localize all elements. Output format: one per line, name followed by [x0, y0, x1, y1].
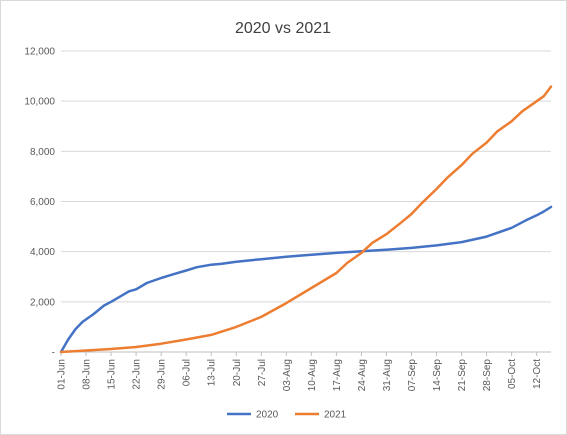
x-tick-label: 07-Sep: [407, 359, 418, 392]
x-tick-label: 17-Aug: [332, 359, 343, 391]
x-axis-ticks: 01-Jun 08-Jun 15-Jun 22-Jun 29-Jun 06-Jul 13-J…: [57, 352, 543, 392]
x-tick-label: 31-Aug: [382, 359, 393, 391]
x-tick-label: 28-Sep: [482, 359, 493, 392]
x-tick-label: 27-Jul: [257, 359, 268, 386]
x-tick-label: 03-Aug: [282, 359, 293, 391]
chart-title: 2020 vs 2021: [235, 20, 331, 37]
y-tick-label: 8,000: [30, 147, 55, 158]
legend: 2020 2021: [227, 410, 347, 421]
x-tick-label: 12-Oct: [532, 359, 543, 389]
series-line-2020: [59, 205, 553, 354]
series-line-2021: [59, 85, 553, 354]
x-tick-label: 08-Jun: [82, 359, 93, 390]
x-tick-label: 29-Jun: [157, 359, 168, 390]
x-tick-label: 14-Sep: [432, 359, 443, 392]
y-tick-label: 2,000: [30, 297, 55, 308]
x-tick-label: 10-Aug: [307, 359, 318, 391]
gridlines: [61, 50, 551, 353]
x-tick-label: 06-Jul: [182, 359, 193, 386]
x-tick-label: 24-Aug: [357, 359, 368, 391]
x-tick-label: 22-Jun: [132, 359, 143, 390]
y-axis-ticks: - 2,000 4,000 6,000 8,000 10,000 12,000: [24, 47, 55, 359]
x-tick-label: 01-Jun: [57, 359, 68, 390]
legend-label-2021: 2021: [324, 410, 347, 421]
y-tick-label: 10,000: [24, 97, 55, 108]
y-tick-label: 12,000: [24, 47, 55, 58]
x-tick-label: 21-Sep: [457, 359, 468, 392]
y-tick-label: 6,000: [30, 197, 55, 208]
y-tick-label: 4,000: [30, 247, 55, 258]
x-tick-label: 05-Oct: [507, 359, 518, 389]
legend-label-2020: 2020: [256, 410, 279, 421]
x-tick-label: 13-Jul: [207, 359, 218, 386]
x-tick-label: 15-Jun: [107, 359, 118, 390]
y-tick-label: -: [52, 348, 55, 359]
x-tick-label: 20-Jul: [232, 359, 243, 386]
series-lines: [59, 85, 553, 354]
